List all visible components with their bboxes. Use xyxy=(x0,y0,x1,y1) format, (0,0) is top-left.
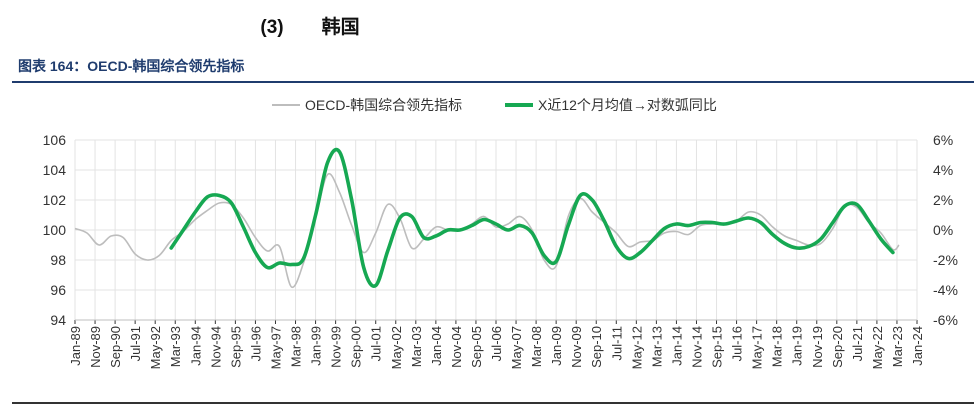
x-tick-label: Nov-99 xyxy=(329,326,344,368)
x-tick-label: Nov-19 xyxy=(810,326,825,368)
x-tick-label: Mar-93 xyxy=(168,326,183,367)
x-tick-label: Sep-95 xyxy=(228,326,243,368)
right-tick-label: -2% xyxy=(933,252,958,268)
right-tick-label: 6% xyxy=(933,132,953,148)
x-tick-label: Jul-21 xyxy=(850,326,865,361)
x-tick-label: May-97 xyxy=(268,326,283,369)
x-tick-label: Nov-04 xyxy=(449,326,464,368)
section-heading: (3) 韩国 xyxy=(0,12,620,39)
section-title: 韩国 xyxy=(321,17,360,38)
x-axis: Jan-89 Nov-89 Sep-90 Jul-91 May-92 Mar-93 Jan-… xyxy=(68,319,925,369)
x-tick-label: Nov-09 xyxy=(569,326,584,368)
x-tick-label: Jul-96 xyxy=(248,326,263,361)
x-tick-label: Mar-08 xyxy=(529,326,544,367)
x-tick-label: Jan-94 xyxy=(188,326,203,366)
figure-title: 图表 164：OECD-韩国综合领先指标 xyxy=(18,58,245,74)
x-tick-label: May-92 xyxy=(148,326,163,369)
x-tick-label: Sep-10 xyxy=(589,326,604,368)
x-tick-label: Mar-13 xyxy=(649,326,664,367)
x-tick-label: Jul-16 xyxy=(730,326,745,361)
right-tick-label: 4% xyxy=(933,162,953,178)
right-axis: -6% -4% -2% 0% 2% 4% 6% xyxy=(933,132,958,328)
x-tick-label: Sep-20 xyxy=(830,326,845,368)
chart: OECD-韩国综合领先指标 X近12个月均值→对数弧同比 94 96 98 100 10… xyxy=(43,97,958,369)
x-tick-label: Mar-18 xyxy=(770,326,785,367)
x-tick-label: Jul-01 xyxy=(369,326,384,361)
left-tick-label: 96 xyxy=(50,282,66,298)
left-tick-label: 100 xyxy=(43,222,67,238)
x-tick-label: Nov-94 xyxy=(208,326,223,368)
x-tick-label: Sep-05 xyxy=(469,326,484,368)
x-tick-label: Jan-14 xyxy=(669,326,684,366)
x-tick-label: May-07 xyxy=(509,326,524,369)
x-tick-label: Jul-06 xyxy=(489,326,504,361)
left-tick-label: 94 xyxy=(50,312,66,328)
title-rule xyxy=(12,81,974,83)
left-tick-label: 104 xyxy=(43,162,67,178)
left-tick-label: 102 xyxy=(43,192,67,208)
right-tick-label: -4% xyxy=(933,282,958,298)
x-tick-label: Jul-91 xyxy=(128,326,143,361)
yoy-series-line xyxy=(169,147,895,288)
legend: OECD-韩国综合领先指标 X近12个月均值→对数弧同比 xyxy=(272,97,717,113)
section-number: (3) xyxy=(260,17,284,38)
gridlines xyxy=(74,139,918,320)
x-tick-label: Mar-03 xyxy=(409,326,424,367)
x-tick-label: Jul-11 xyxy=(609,326,624,360)
right-tick-label: 2% xyxy=(933,192,953,208)
x-tick-label: Jan-99 xyxy=(309,326,324,366)
bottom-rule xyxy=(12,402,974,404)
x-tick-label: Mar-23 xyxy=(890,326,905,367)
x-tick-label: May-12 xyxy=(629,326,644,369)
x-tick-label: May-02 xyxy=(389,326,404,369)
cli-series-line xyxy=(74,172,900,289)
legend-cli-label: OECD-韩国综合领先指标 xyxy=(305,97,462,113)
x-tick-label: Sep-00 xyxy=(349,326,364,368)
x-tick-label: Jan-19 xyxy=(790,326,805,366)
x-tick-label: Mar-98 xyxy=(289,326,304,367)
right-tick-label: -6% xyxy=(933,312,958,328)
left-tick-label: 98 xyxy=(50,252,66,268)
left-tick-label: 106 xyxy=(43,132,67,148)
x-tick-label: Nov-89 xyxy=(88,326,103,368)
x-tick-label: Sep-90 xyxy=(108,326,123,368)
x-tick-label: Jan-04 xyxy=(429,326,444,366)
legend-yoy-label: X近12个月均值→对数弧同比 xyxy=(538,97,717,113)
x-tick-label: May-22 xyxy=(870,326,885,369)
x-tick-label: Jan-89 xyxy=(68,326,83,366)
left-axis: 94 96 98 100 102 104 106 xyxy=(43,132,67,328)
x-tick-label: Jan-09 xyxy=(549,326,564,366)
x-tick-label: Jan-24 xyxy=(910,326,925,366)
x-tick-label: Sep-15 xyxy=(710,326,725,368)
x-tick-label: Nov-14 xyxy=(689,326,704,368)
right-tick-label: 0% xyxy=(933,222,953,238)
x-tick-label: May-17 xyxy=(750,326,765,369)
